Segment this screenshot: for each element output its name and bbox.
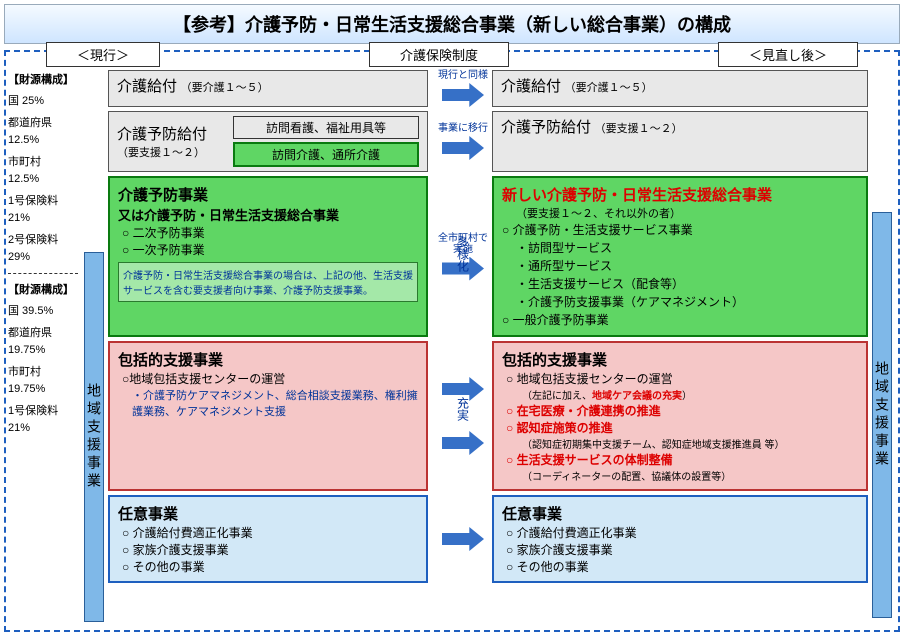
note-part: （左記に加え、 [522, 391, 592, 402]
rail-item: 国 39.5% [8, 303, 78, 320]
arrow-icon [442, 136, 484, 160]
content-area: 介護給付 （要介護１～５） 現行と同様 介護給付 （要介護１～５） 介護予防給付 [108, 70, 868, 622]
bullet: ○ 一次予防事業 [122, 241, 418, 258]
vert-annotation: 多様化 [455, 236, 472, 272]
arrow-label: 事業に移行 [438, 123, 488, 134]
box-title: 介護給付 [117, 78, 177, 95]
box-title: 介護給付 [501, 78, 561, 95]
box-subtitle: （要介護１～５） [565, 82, 653, 94]
rail-item: 都道府県 19.75% [8, 325, 78, 358]
column-headers: ＜現行＞ 介護保険制度 ＜見直し後＞ [6, 42, 898, 67]
arrow-gap: 事業に移行 [434, 111, 492, 172]
rail-divider [8, 273, 78, 274]
box-title: 介護予防給付 [501, 119, 591, 136]
vert-annotation: 充実 [455, 397, 472, 421]
rail-item: 1号保険料 21% [8, 193, 78, 226]
pink-box-right: 包括的支援事業 ○ 地域包括支援センターの運営 （左記に加え、地域ケア会議の充実… [492, 341, 868, 491]
row-prevention-benefit: 介護予防給付 （要支援１～２） 訪問看護、福祉用具等 訪問介護、通所介護 事業に… [108, 111, 868, 172]
pink-box-left: 包括的支援事業 ○地域包括支援センターの運営 ・介護予防ケアマネジメント、総合相… [108, 341, 428, 491]
arrow-gap: 全市町村で実施 多様化 [434, 176, 492, 337]
box-subtitle: （要介護１～５） [181, 82, 269, 94]
note-box: 介護予防・日常生活支援総合事業の場合は、上記の他、生活支援サービスを含む要支援者… [118, 262, 418, 302]
sub-bullet: ・介護予防支援事業（ケアマネジメント） [516, 293, 858, 311]
bullet: ○ 家族介護支援事業 [506, 541, 858, 558]
bullet: ○地域包括支援センターの運営 [122, 370, 418, 387]
sub-box-homecare: 訪問介護、通所介護 [233, 142, 419, 167]
arrow-gap [434, 495, 492, 583]
sub-bullet: ・通所型サービス [516, 257, 858, 275]
row-prevention-project: 介護予防事業 又は介護予防・日常生活支援総合事業 ○ 二次予防事業 ○ 一次予防… [108, 176, 868, 337]
bullet-list: ○ 介護予防・生活支援サービス事業 ・訪問型サービス ・通所型サービス ・生活支… [502, 221, 858, 329]
box-prevention-left: 介護予防給付 （要支援１～２） 訪問看護、福祉用具等 訪問介護、通所介護 [108, 111, 428, 172]
rail-section2-title: 【財源構成】 [8, 282, 78, 299]
arrow-icon [442, 527, 484, 551]
bullet: ○ 家族介護支援事業 [122, 541, 418, 558]
bullet: ○ 二次予防事業 [122, 224, 418, 241]
sub-note: （コーディネーターの配置、協議体の設置等） [522, 468, 858, 483]
box-care-benefit-left: 介護給付 （要介護１～５） [108, 70, 428, 107]
rail-item: 市町村 19.75% [8, 364, 78, 397]
page-title: 【参考】介護予防・日常生活支援総合事業（新しい総合事業）の構成 [4, 4, 900, 44]
box-title: 包括的支援事業 [502, 349, 858, 370]
bullet-red: ○ 在宅医療・介護連携の推進 [506, 402, 858, 419]
sub-note: （認知症初期集中支援チーム、認知症地域支援推進員 等） [522, 436, 858, 451]
sub-bullet: ・生活支援サービス（配食等） [516, 275, 858, 293]
rail-item: 2号保険料 29% [8, 232, 78, 265]
vbar-label: 地域支援事業 [872, 361, 892, 469]
vertical-bar-right: 地域支援事業 [872, 212, 892, 618]
bullet: ○ その他の事業 [506, 558, 858, 575]
green-box-right: 新しい介護予防・日常生活支援総合事業 （要支援１～２、それ以外の者） ○ 介護予… [492, 176, 868, 337]
row-optional: 任意事業 ○ 介護給付費適正化事業 ○ 家族介護支援事業 ○ その他の事業 任意… [108, 495, 868, 583]
blue-box-right: 任意事業 ○ 介護給付費適正化事業 ○ 家族介護支援事業 ○ その他の事業 [492, 495, 868, 583]
green-box-left: 介護予防事業 又は介護予防・日常生活支援総合事業 ○ 二次予防事業 ○ 一次予防… [108, 176, 428, 337]
box-subtitle: （要支援１～２、それ以外の者） [516, 205, 858, 221]
bullet: ○ 一般介護予防事業 [502, 311, 858, 329]
box-prevention-right: 介護予防給付 （要支援１～２） [492, 111, 868, 172]
box-subtitle: （要支援１～２） [117, 144, 227, 160]
box-subtitle: 又は介護予防・日常生活支援総合事業 [118, 205, 418, 224]
box-title-red: 新しい介護予防・日常生活支援総合事業 [502, 184, 858, 205]
box-title: 任意事業 [118, 503, 418, 524]
box-title: 任意事業 [502, 503, 858, 524]
arrow-icon [442, 431, 484, 455]
vbar-label: 地域支援事業 [84, 383, 104, 491]
box-title: 介護予防事業 [118, 184, 418, 205]
header-center: 介護保険制度 [369, 42, 509, 67]
box-title: 介護予防給付 [117, 123, 227, 144]
bullet: ○ 地域包括支援センターの運営 [506, 370, 858, 387]
arrow-gap: 充実 [434, 341, 492, 491]
page: 【参考】介護予防・日常生活支援総合事業（新しい総合事業）の構成 ＜現行＞ 介護保… [0, 0, 904, 640]
rail-item: 国 25% [8, 93, 78, 110]
note-red: 地域ケア会議の充実 [592, 391, 682, 402]
bullet: ○ 介護予防・生活支援サービス事業 [502, 221, 858, 239]
diagram-frame: ＜現行＞ 介護保険制度 ＜見直し後＞ 【財源構成】 国 25% 都道府県 12.… [4, 50, 900, 632]
note-part: ） [682, 391, 692, 402]
rail-section1-title: 【財源構成】 [8, 72, 78, 89]
finance-rail: 【財源構成】 国 25% 都道府県 12.5% 市町村 12.5% 1号保険料 … [8, 72, 78, 442]
sub-note: （左記に加え、地域ケア会議の充実） [522, 387, 858, 402]
box-title: 包括的支援事業 [118, 349, 418, 370]
bullet-red: ○ 認知症施策の推進 [506, 419, 858, 436]
arrow-gap: 現行と同様 [434, 70, 492, 107]
bullet: ○ 介護給付費適正化事業 [122, 524, 418, 541]
bullet: ○ その他の事業 [122, 558, 418, 575]
box-subtitle: （要支援１～２） [595, 123, 683, 135]
arrow-label: 現行と同様 [438, 70, 488, 81]
arrow-icon [442, 83, 484, 107]
row-care-benefit: 介護給付 （要介護１～５） 現行と同様 介護給付 （要介護１～５） [108, 70, 868, 107]
rail-item: 市町村 12.5% [8, 154, 78, 187]
rail-item: 1号保険料 21% [8, 403, 78, 436]
sub-bullet: ・介護予防ケアマネジメント、総合相談支援業務、権利擁護業務、ケアマネジメント支援 [132, 387, 418, 419]
blue-box-left: 任意事業 ○ 介護給付費適正化事業 ○ 家族介護支援事業 ○ その他の事業 [108, 495, 428, 583]
bullet-red: ○ 生活支援サービスの体制整備 [506, 451, 858, 468]
sub-box-nursing: 訪問看護、福祉用具等 [233, 116, 419, 139]
row-comprehensive: 包括的支援事業 ○地域包括支援センターの運営 ・介護予防ケアマネジメント、総合相… [108, 341, 868, 491]
box-care-benefit-right: 介護給付 （要介護１～５） [492, 70, 868, 107]
header-right: ＜見直し後＞ [718, 42, 858, 67]
vertical-bar-left: 地域支援事業 [84, 252, 104, 622]
header-left: ＜現行＞ [46, 42, 160, 67]
rail-item: 都道府県 12.5% [8, 115, 78, 148]
sub-bullet: ・訪問型サービス [516, 239, 858, 257]
bullet: ○ 介護給付費適正化事業 [506, 524, 858, 541]
